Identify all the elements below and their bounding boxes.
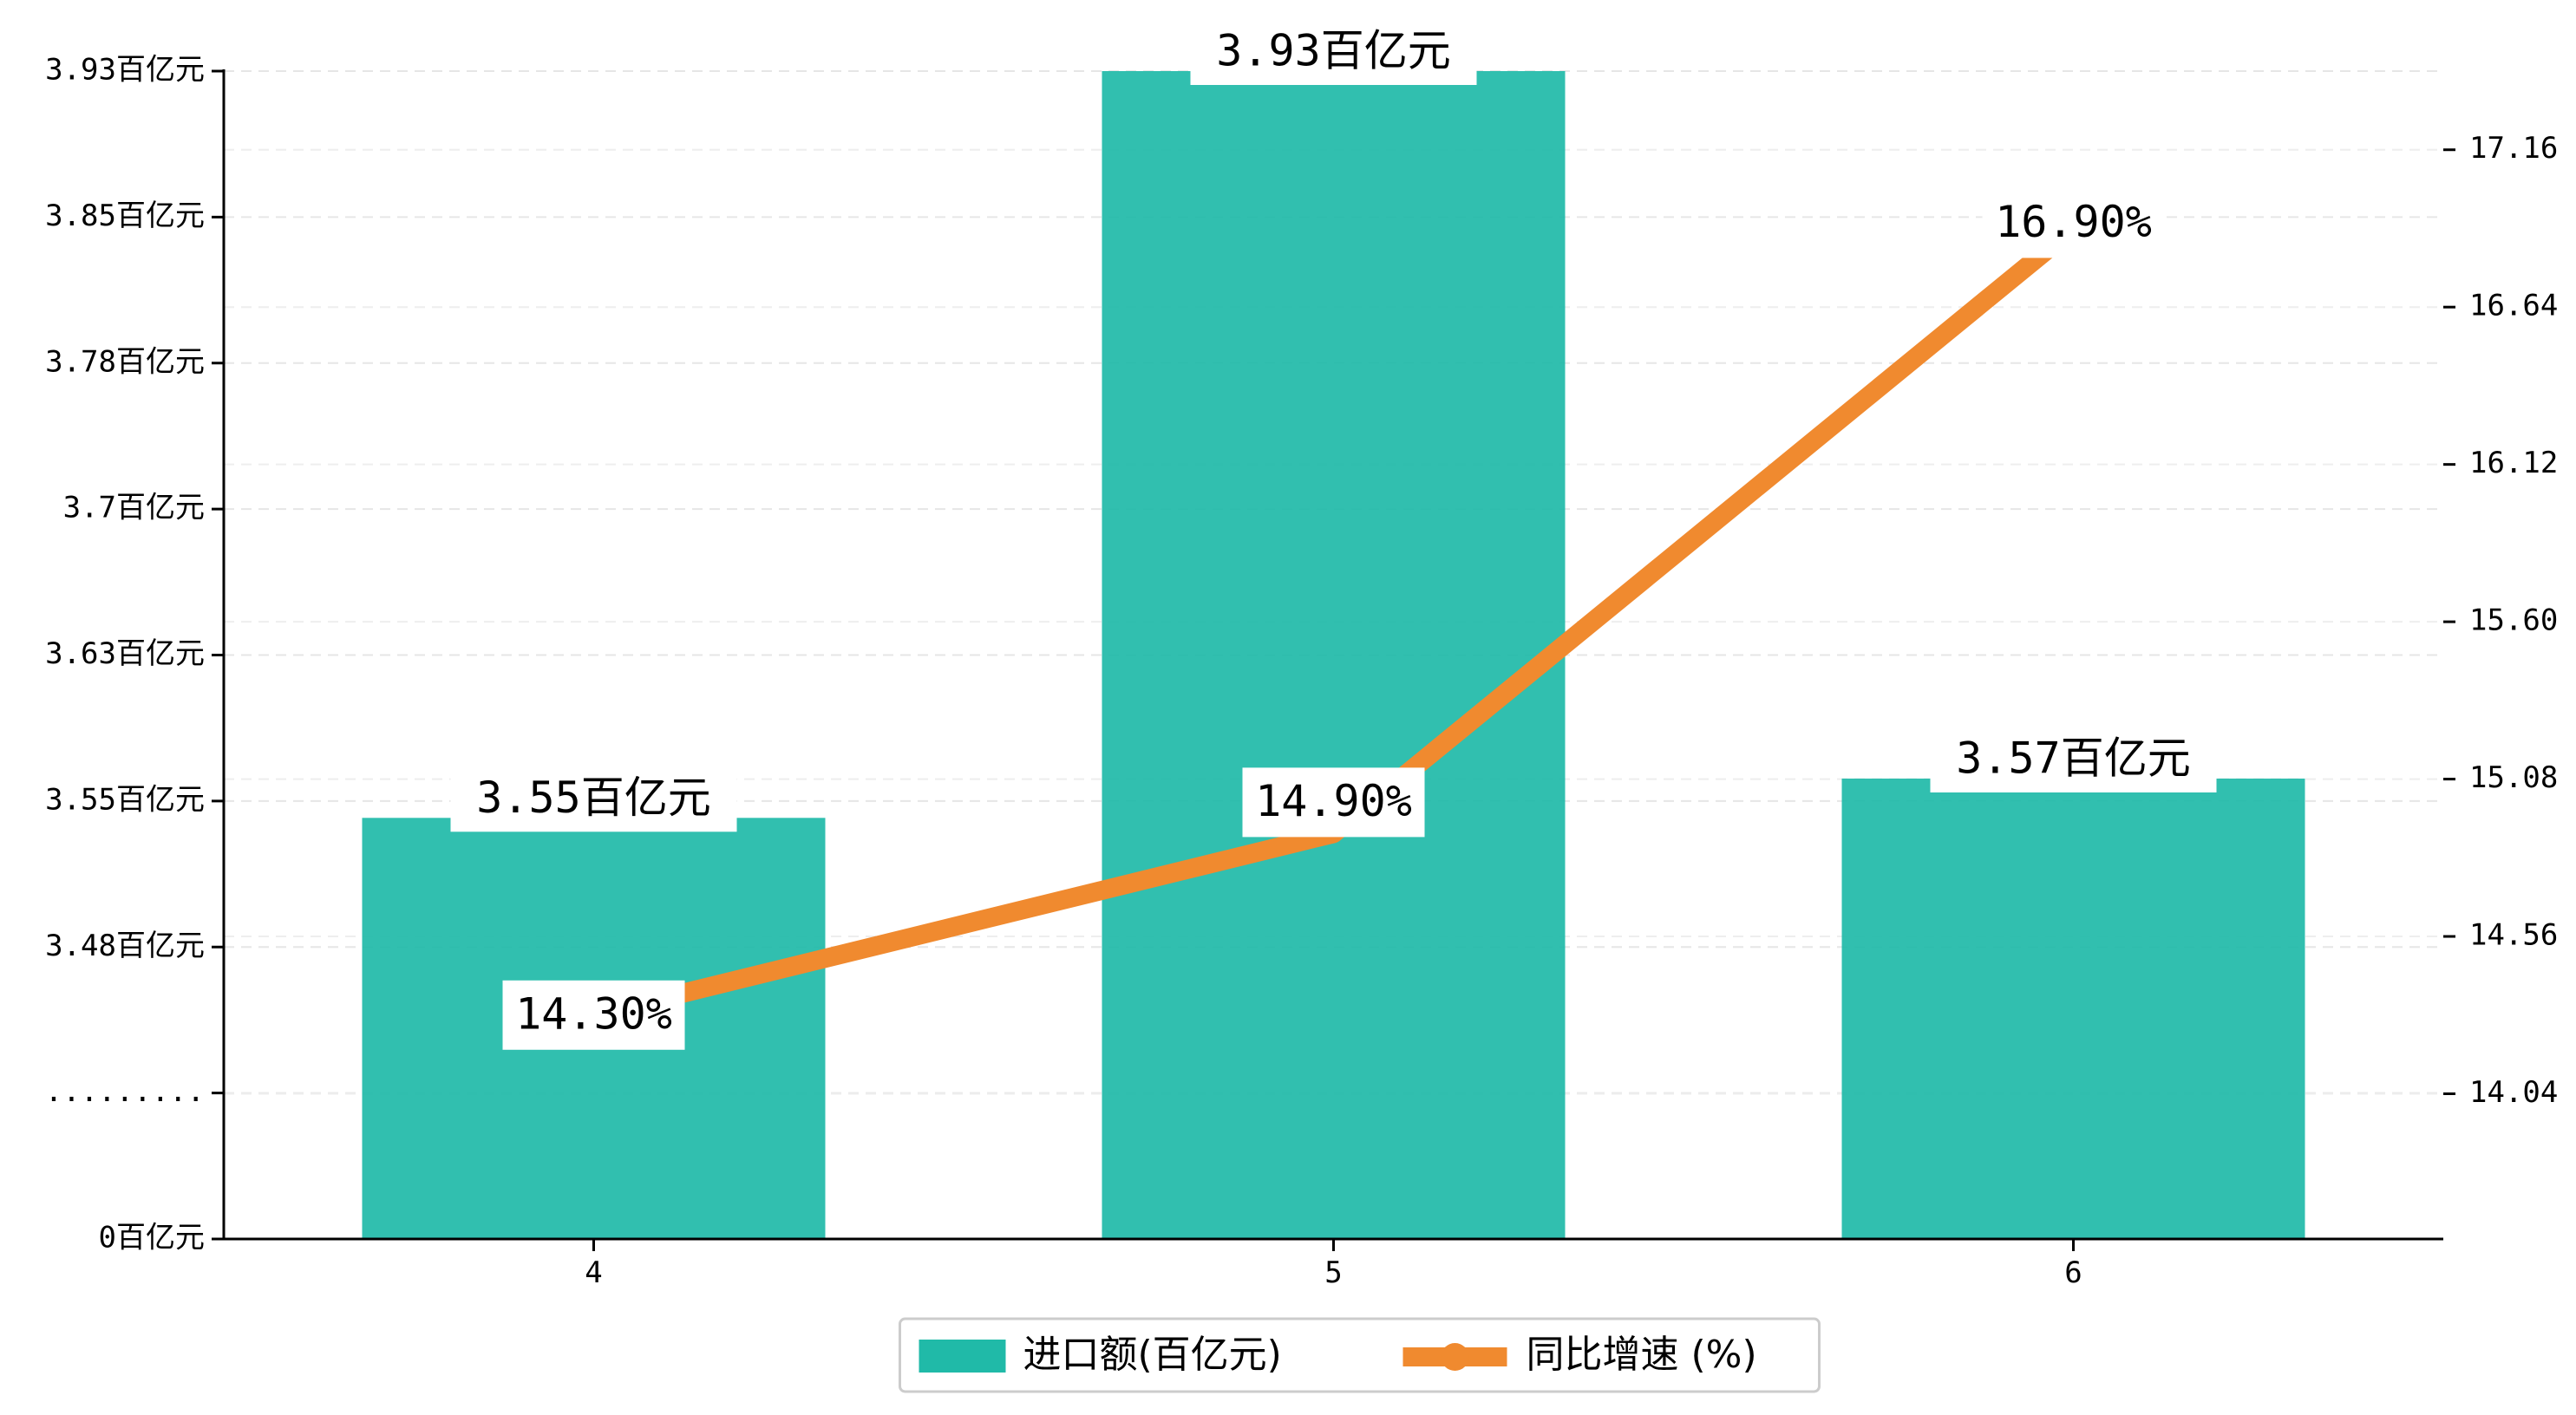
y-left-tick-label: 3.78百亿元 — [45, 344, 205, 379]
y-right-tick-label: 14.04 — [2469, 1075, 2558, 1110]
y-right-tick-label: 16.64 — [2469, 289, 2558, 323]
bar-value-label-box — [1190, 19, 1477, 85]
line-value-label-box — [1982, 188, 2165, 258]
y-left-tick-label: 3.7百亿元 — [63, 491, 205, 525]
bar-value-label: 3.55百亿元 — [476, 773, 710, 823]
y-right-tick-label: 15.08 — [2469, 760, 2558, 795]
y-right-tick-label: 15.60 — [2469, 603, 2558, 638]
bar-value-label: 3.57百亿元 — [1956, 733, 2190, 783]
y-left-tick-label: 3.48百亿元 — [45, 929, 205, 963]
y-left-tick-label: 0百亿元 — [99, 1221, 205, 1255]
legend-label-line: 同比增速 (%) — [1527, 1333, 1757, 1377]
y-right-tick-label: 17.16 — [2469, 131, 2558, 166]
legend — [899, 1317, 1821, 1393]
x-tick-label: 5 — [1324, 1255, 1342, 1290]
legend-bar-swatch — [919, 1340, 1006, 1373]
y-left-tick-label: 3.85百亿元 — [45, 199, 205, 233]
y-left-tick-label: 3.63百亿元 — [45, 636, 205, 671]
x-tick-label: 6 — [2064, 1255, 2082, 1290]
y-left-tick-label: 3.93百亿元 — [45, 53, 205, 88]
legend-line-marker — [1441, 1343, 1469, 1371]
y-left-tick-label: 3.55百亿元 — [45, 782, 205, 817]
y-right-tick-label: 14.56 — [2469, 918, 2558, 953]
bar — [1841, 778, 2305, 1239]
line-value-label-box — [502, 980, 685, 1050]
line-value-label: 14.30% — [515, 988, 672, 1039]
legend-label-bars: 进口额(百亿元) — [1023, 1333, 1282, 1377]
y-right-tick-label: 16.12 — [2469, 446, 2558, 480]
x-tick-label: 4 — [585, 1255, 602, 1290]
line-value-label-box — [1242, 767, 1425, 838]
bar-value-label-box — [450, 766, 737, 832]
bar — [1102, 71, 1566, 1239]
line-value-label: 14.90% — [1255, 776, 1412, 826]
y-left-tick-label: ......... — [45, 1074, 205, 1109]
bar-value-label: 3.93百亿元 — [1216, 26, 1450, 76]
bar-value-label-box — [1930, 726, 2217, 792]
line-value-label: 16.90% — [1995, 197, 2152, 247]
